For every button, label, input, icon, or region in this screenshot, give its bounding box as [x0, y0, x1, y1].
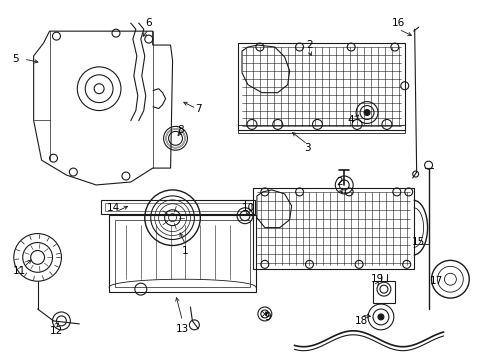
Text: 15: 15 [411, 237, 425, 247]
Text: 4: 4 [347, 116, 354, 126]
Text: 18: 18 [354, 316, 367, 326]
Text: 10: 10 [241, 203, 254, 213]
Text: 13: 13 [176, 324, 189, 334]
Text: 14: 14 [106, 203, 120, 213]
Text: 12: 12 [50, 326, 63, 336]
Bar [109, 215, 255, 292]
Text: 5: 5 [12, 54, 19, 64]
Circle shape [377, 314, 383, 320]
Text: 2: 2 [305, 40, 312, 50]
Text: 19: 19 [369, 274, 383, 284]
Circle shape [364, 109, 369, 116]
Text: 8: 8 [177, 125, 183, 135]
Text: 6: 6 [145, 18, 152, 28]
Text: 1: 1 [182, 247, 188, 256]
Text: 7: 7 [195, 104, 201, 113]
Bar [101, 200, 254, 214]
Bar [105, 203, 250, 211]
Text: 2: 2 [335, 177, 342, 187]
Bar [372, 281, 394, 303]
Bar [252, 188, 413, 269]
Text: 3: 3 [304, 143, 310, 153]
Bar [238, 43, 404, 130]
Text: 16: 16 [391, 18, 405, 28]
Bar [115, 220, 249, 287]
Text: 9: 9 [264, 312, 270, 322]
Bar [238, 125, 404, 133]
Text: 11: 11 [13, 266, 26, 276]
Text: 17: 17 [429, 276, 442, 286]
